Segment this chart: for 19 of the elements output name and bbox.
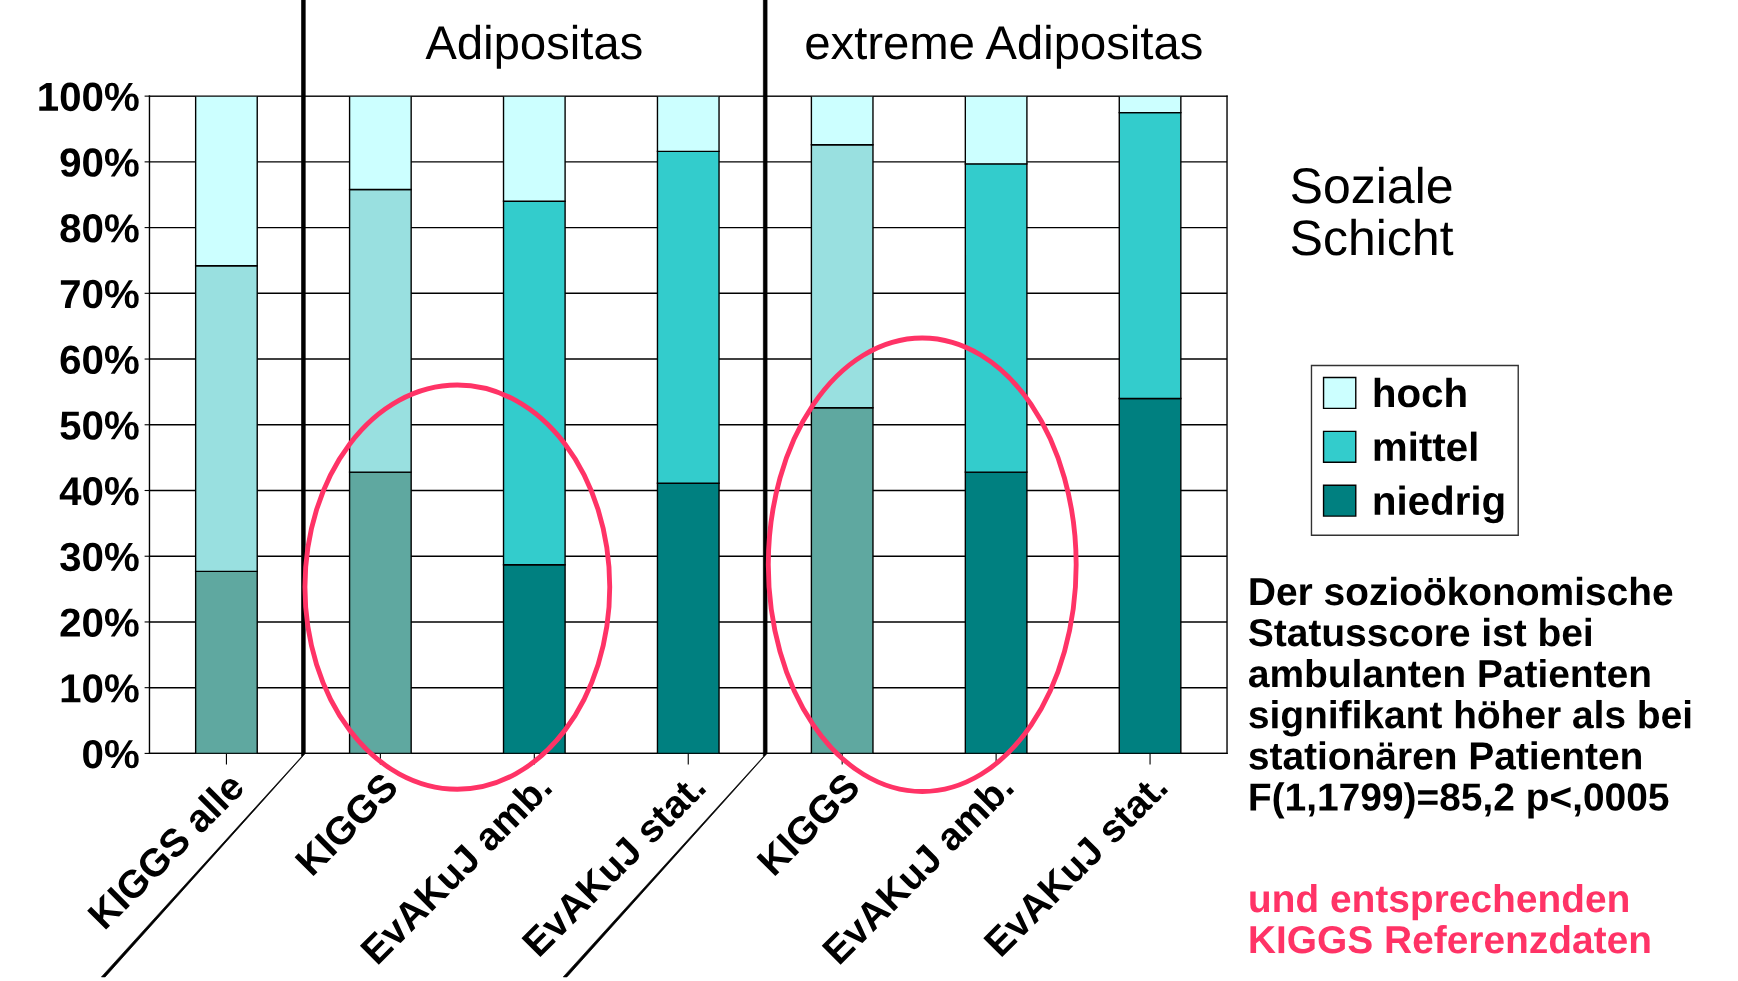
text: Adipositas [425, 24, 642, 69]
y-tick-label: 100% [39, 82, 139, 112]
y-tick-label: 50% [60, 411, 139, 440]
legend-title: Soziale Schicht [1291, 166, 1454, 256]
y-tick-label: 90% [60, 148, 139, 177]
y-tick-label: 30% [60, 542, 139, 572]
y-tick-label: 40% [59, 476, 139, 506]
y-tick-label: 0% [83, 739, 139, 769]
text: Der sozioökonomische Statusscore ist bei ambulanten Patienten signifikant höher als bei stationären Patienten F(1,1799)=85,2 p<,0005 [1249, 576, 1691, 819]
legend-label: mittel [1374, 431, 1477, 462]
text: extreme Adipositas [806, 24, 1202, 69]
legend-label: niedrig [1374, 485, 1504, 524]
y-tick-label: 70% [60, 279, 139, 309]
legend-label: hoch [1374, 377, 1466, 408]
y-tick-label: 20% [60, 608, 139, 637]
y-tick-label: 60% [60, 345, 139, 375]
y-tick-label: 80% [60, 214, 139, 243]
y-tick-label: 10% [61, 674, 139, 703]
text: und entsprechenden KIGGS Referenzdaten [1250, 883, 1650, 954]
